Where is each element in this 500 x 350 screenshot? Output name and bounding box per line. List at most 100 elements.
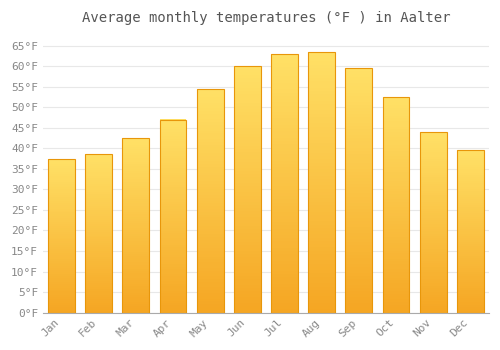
Bar — [420, 306, 446, 308]
Bar — [457, 207, 483, 209]
Bar — [271, 303, 298, 306]
Bar — [420, 247, 446, 249]
Bar — [197, 231, 224, 234]
Bar — [457, 241, 483, 244]
Bar — [86, 224, 112, 226]
Bar — [382, 178, 409, 181]
Bar — [346, 105, 372, 108]
Bar — [86, 230, 112, 232]
Bar — [382, 145, 409, 148]
Bar — [86, 196, 112, 198]
Bar — [197, 142, 224, 145]
Bar — [122, 225, 149, 228]
Bar — [346, 148, 372, 150]
Bar — [420, 136, 446, 139]
Bar — [382, 127, 409, 129]
Bar — [160, 247, 186, 250]
Bar — [271, 148, 298, 151]
Bar — [346, 285, 372, 288]
Bar — [197, 170, 224, 173]
Bar — [48, 206, 75, 209]
Bar — [382, 243, 409, 245]
Bar — [420, 202, 446, 204]
Bar — [346, 172, 372, 175]
Bar — [271, 79, 298, 83]
Bar — [48, 268, 75, 270]
Bar — [457, 191, 483, 193]
Bar — [308, 140, 335, 143]
Bar — [308, 290, 335, 293]
Bar — [122, 262, 149, 265]
Bar — [346, 90, 372, 93]
Bar — [308, 52, 335, 313]
Bar — [346, 157, 372, 160]
Bar — [271, 54, 298, 313]
Bar — [382, 234, 409, 237]
Bar — [48, 180, 75, 182]
Bar — [197, 296, 224, 299]
Bar — [420, 254, 446, 256]
Bar — [346, 258, 372, 261]
Bar — [420, 227, 446, 229]
Bar — [271, 73, 298, 76]
Bar — [48, 166, 75, 168]
Bar — [122, 221, 149, 223]
Bar — [234, 202, 260, 205]
Bar — [382, 299, 409, 302]
Bar — [197, 279, 224, 282]
Bar — [382, 159, 409, 162]
Bar — [382, 221, 409, 224]
Bar — [197, 145, 224, 147]
Bar — [457, 231, 483, 233]
Bar — [457, 175, 483, 177]
Bar — [382, 151, 409, 154]
Bar — [457, 203, 483, 205]
Bar — [234, 186, 260, 189]
Bar — [234, 177, 260, 180]
Bar — [308, 198, 335, 202]
Bar — [48, 280, 75, 282]
Bar — [271, 96, 298, 99]
Bar — [457, 236, 483, 238]
Bar — [420, 220, 446, 222]
Bar — [457, 268, 483, 270]
Bar — [86, 182, 112, 184]
Bar — [346, 242, 372, 245]
Bar — [420, 261, 446, 263]
Bar — [48, 218, 75, 220]
Bar — [86, 184, 112, 186]
Bar — [234, 149, 260, 152]
Bar — [160, 202, 186, 204]
Bar — [271, 109, 298, 112]
Bar — [86, 212, 112, 214]
Bar — [308, 143, 335, 146]
Bar — [86, 233, 112, 236]
Bar — [346, 120, 372, 123]
Bar — [160, 119, 186, 313]
Bar — [122, 240, 149, 243]
Bar — [160, 156, 186, 158]
Bar — [86, 299, 112, 301]
Bar — [122, 260, 149, 262]
Bar — [160, 298, 186, 301]
Bar — [86, 156, 112, 159]
Bar — [346, 218, 372, 221]
Bar — [271, 300, 298, 303]
Bar — [420, 240, 446, 243]
Bar — [457, 239, 483, 241]
Bar — [234, 143, 260, 146]
Bar — [197, 184, 224, 187]
Bar — [271, 267, 298, 271]
Bar — [457, 187, 483, 189]
Bar — [346, 102, 372, 105]
Bar — [122, 149, 149, 151]
Bar — [122, 151, 149, 153]
Bar — [122, 184, 149, 186]
Bar — [160, 163, 186, 166]
Bar — [457, 278, 483, 280]
Bar — [197, 293, 224, 296]
Bar — [48, 159, 75, 313]
Bar — [382, 197, 409, 199]
Bar — [308, 52, 335, 55]
Bar — [86, 279, 112, 281]
